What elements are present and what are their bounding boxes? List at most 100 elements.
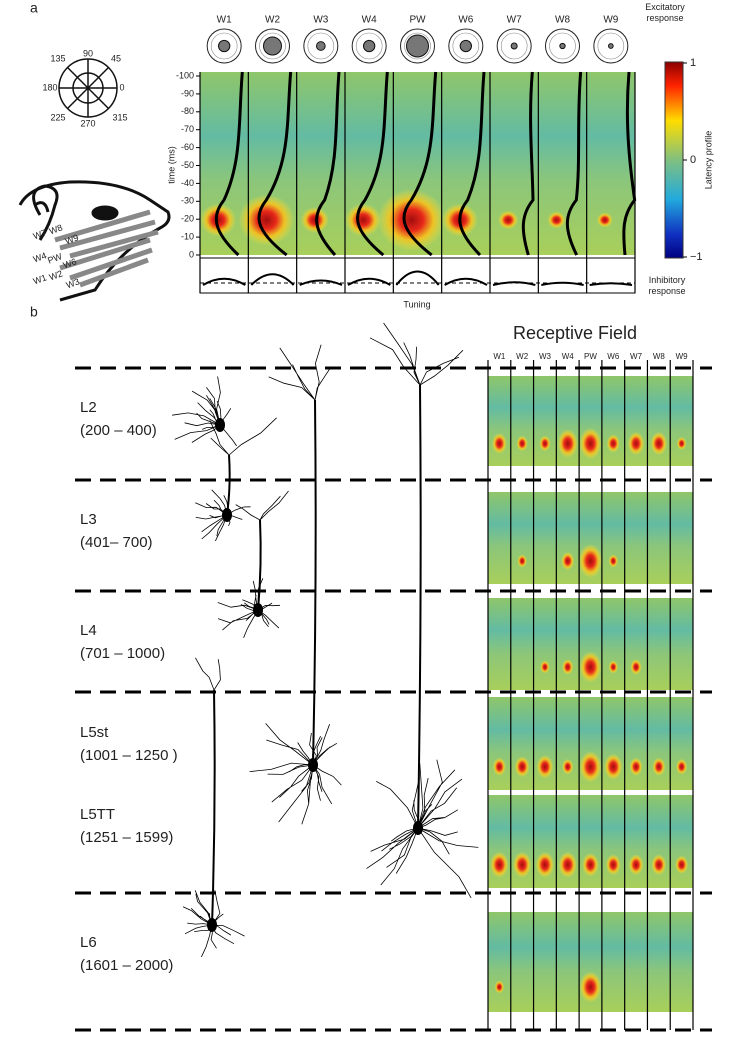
panel-label: a	[30, 0, 38, 16]
heatmap-hotspot	[492, 757, 506, 776]
layer-depth: (1001 – 1250 )	[80, 747, 178, 764]
polar-label: 0	[119, 82, 124, 92]
y-tick-label: 0	[189, 249, 194, 259]
tuning-shape	[559, 42, 566, 50]
whisker-label: W6	[62, 256, 78, 270]
dendrite	[366, 759, 479, 899]
polar-label: 225	[50, 112, 65, 122]
layer-depth: (701 – 1000)	[80, 645, 165, 662]
heatmap-hotspot	[675, 855, 689, 874]
whisker-label: W2	[48, 268, 64, 282]
heatmap-hotspot	[628, 854, 644, 876]
y-tick-label: -20	[181, 214, 194, 224]
whisker-label: W1	[32, 272, 48, 286]
heatmap-hotspot	[605, 854, 621, 876]
whisker-label: W3	[65, 276, 81, 290]
latency-profile	[622, 71, 637, 256]
whisker-rows	[54, 209, 159, 288]
polar-label: 270	[80, 118, 95, 128]
whisker-label: W7	[630, 352, 643, 361]
soma	[253, 603, 263, 617]
whisker-label: W8	[653, 352, 666, 361]
tuning-shape	[218, 39, 231, 53]
heatmap-hotspot	[627, 431, 645, 456]
tuning-curve	[250, 273, 295, 286]
polar-label: 135	[50, 53, 65, 63]
heatmap-hotspot	[558, 851, 578, 878]
whisker-label: W6	[458, 15, 473, 26]
soma	[413, 821, 423, 835]
panel-label: b	[30, 304, 38, 320]
panel-a-chart: W1 W2 W3 W4 PW W6 W7 W8 W9-100-90-80-70-60-50-40…	[166, 2, 713, 309]
whisker-label: W6	[607, 352, 620, 361]
heatmap-hotspot	[498, 210, 519, 230]
colorbar-tick-label: 0	[690, 154, 696, 166]
heatmap-hotspot	[557, 429, 578, 458]
heatmap-hotspot	[651, 854, 667, 876]
dendrite	[268, 344, 332, 401]
whisker-label: W4	[32, 250, 48, 264]
tuning-curve	[299, 279, 343, 286]
colorbar-tick-label: −1	[690, 251, 703, 263]
layer-name: L4	[80, 622, 97, 639]
latency-profile	[315, 71, 341, 256]
heatmap-hotspot	[606, 434, 620, 453]
tuning-curve	[347, 277, 391, 286]
dendrite	[369, 322, 464, 386]
heatmap-hotspot	[516, 435, 528, 452]
tuning-curve	[444, 277, 488, 286]
whisker-label: W7	[507, 15, 522, 26]
polar-label: 45	[111, 53, 121, 63]
heatmap-hotspot	[535, 851, 555, 878]
heatmap-hotspot	[562, 758, 574, 775]
y-tick-label: -10	[181, 231, 194, 241]
whisker-label: W3	[313, 15, 328, 26]
whisker-label: W1	[217, 15, 232, 26]
polar-label: 90	[83, 48, 93, 58]
dendrite	[217, 578, 281, 638]
heatmap-hotspot	[603, 753, 623, 780]
layer-name: L5TT	[80, 806, 115, 823]
tuning-shape	[363, 39, 376, 53]
tuning-frame	[199, 257, 636, 294]
tuning-curve	[395, 270, 440, 286]
whisker-label: W9	[603, 15, 618, 26]
rat-head	[18, 180, 171, 302]
heatmap-hotspot	[561, 551, 575, 571]
heatmap-hotspot	[491, 433, 507, 454]
whisker-label: W7	[32, 227, 48, 241]
latency-profile	[565, 71, 583, 256]
dendrite	[209, 417, 277, 456]
whisker-label: W3	[539, 352, 552, 361]
axis-label: time (ms)	[166, 146, 176, 184]
dendrite	[235, 490, 289, 521]
whisker-label: W1	[493, 352, 506, 361]
whisker-label: W9	[64, 232, 80, 246]
tuning-curve	[492, 281, 536, 286]
heatmap-hotspot	[377, 189, 446, 251]
soma	[222, 508, 232, 522]
whisker-label: W2	[265, 15, 280, 26]
heatmap-hotspot	[630, 659, 642, 675]
polar-label: 315	[112, 112, 127, 122]
colorbar-label: Excitatory response	[645, 2, 685, 23]
tuning-icon	[210, 32, 238, 60]
apical-dendrite	[257, 519, 262, 611]
y-tick-label: -90	[181, 88, 194, 98]
heatmap-hotspot	[579, 751, 602, 783]
figure-title: Receptive Field	[513, 323, 637, 343]
colorbar-label: Inhibitory response	[648, 275, 685, 296]
colorbar-tick-label: 1	[690, 57, 696, 69]
latency-profile	[458, 71, 486, 257]
heatmap-hotspot	[650, 431, 668, 456]
tuning-shape	[608, 43, 614, 49]
layer-name: L3	[80, 511, 97, 528]
y-tick-label: -40	[181, 178, 194, 188]
tuning-icon	[404, 32, 431, 60]
heatmap-hotspot	[596, 212, 613, 228]
layer-name: L6	[80, 934, 97, 951]
whisker-label: W2	[516, 352, 529, 361]
y-tick-label: -60	[181, 142, 194, 152]
tuning-shape	[263, 36, 282, 56]
